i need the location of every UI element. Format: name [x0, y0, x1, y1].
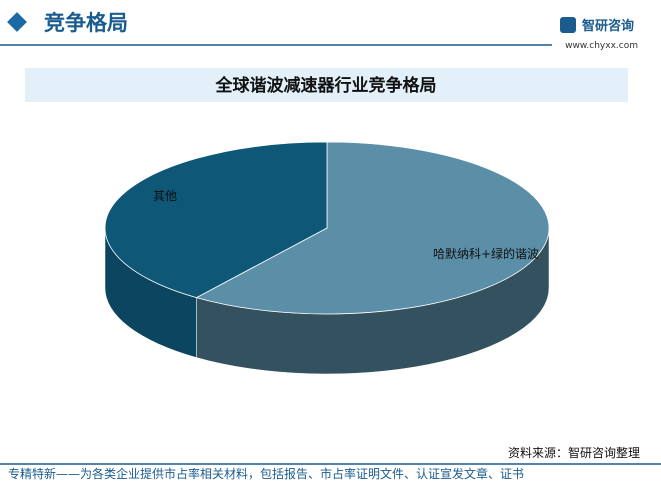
title-box	[25, 68, 628, 102]
header-icon	[7, 12, 27, 32]
source: 资料来源：智研咨询整理	[508, 445, 640, 460]
pie-slice	[104, 141, 328, 299]
logo	[560, 17, 576, 33]
pie	[104, 141, 550, 375]
header-title: 竞争格局	[44, 11, 128, 35]
footer-note: 专精特新——为各类企业提供市占率相关材料，包括报告、市占率证明文件、认证宣发文章…	[8, 466, 524, 481]
pie-slice	[195, 141, 550, 315]
chart-title: 全球谐波减速器行业竞争格局	[215, 75, 437, 96]
slice-label: 哈默纳科+绿的谐波	[432, 247, 540, 261]
slice-label: 其他	[152, 189, 177, 203]
url: www.chyxx.com	[565, 41, 638, 51]
brand: 智研咨询	[582, 18, 634, 34]
